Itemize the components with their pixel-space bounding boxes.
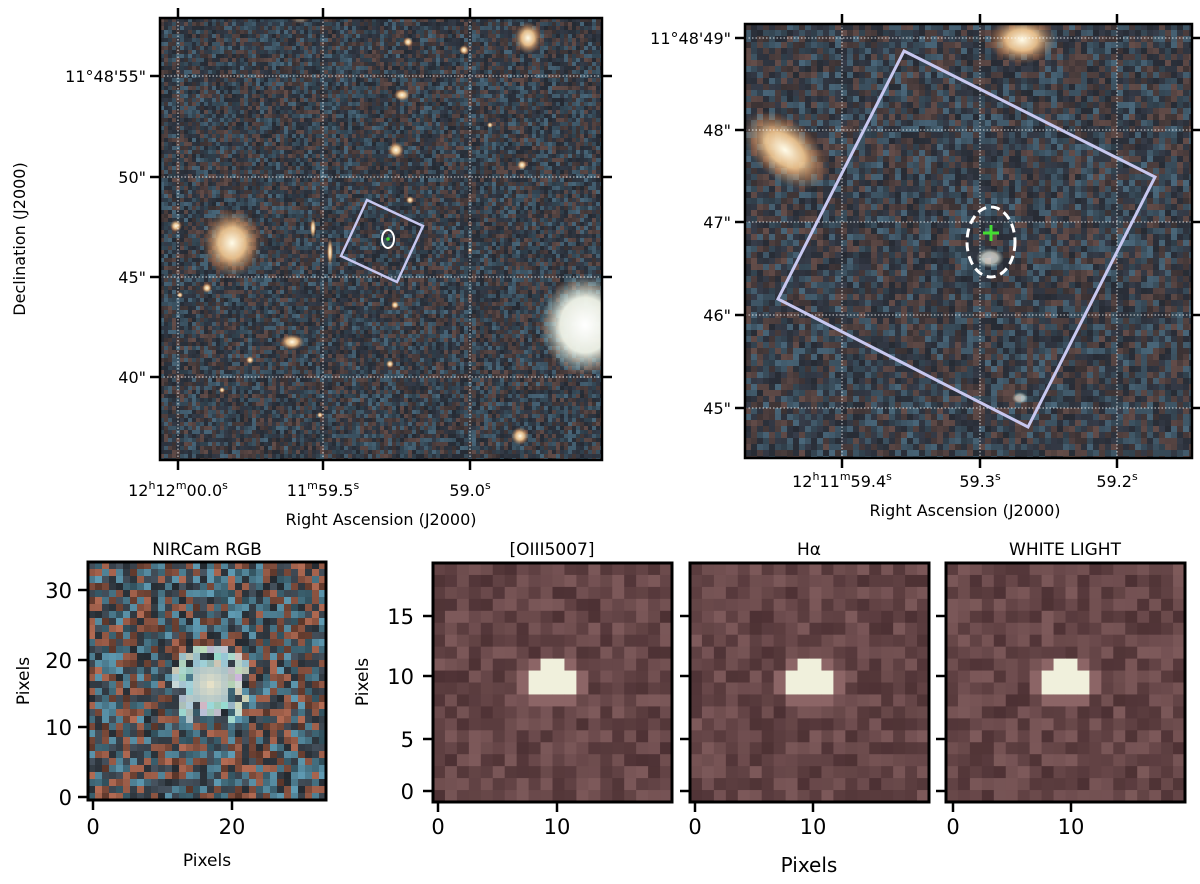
shared-xlabel: Pixels [781, 853, 838, 877]
oiii-map [433, 563, 673, 803]
panel-b-ytick: 47" [703, 213, 731, 232]
galaxy [459, 45, 469, 55]
halpha-map [690, 563, 930, 803]
oiii-title: [OIII5007] [510, 540, 595, 560]
galaxy [317, 412, 323, 418]
panel-a-xlabel: Right Ascension (J2000) [286, 510, 477, 529]
panel-a-ylabel: Declination (J2000) [10, 162, 29, 315]
galaxy [403, 37, 413, 47]
white-light-xtick: 0 [946, 815, 959, 839]
nircam-rgb-cutout [88, 562, 327, 801]
galaxy [517, 160, 527, 170]
panel-a-ytick: 40" [118, 368, 146, 387]
oiii-ytick: 15 [387, 605, 414, 629]
nircam-ytick: 20 [45, 649, 72, 673]
galaxy [511, 427, 529, 445]
source-marker [386, 237, 390, 241]
nircam-ylabel: Pixels [14, 657, 34, 705]
white-light-xtick: 10 [1058, 815, 1085, 839]
panel-a-xtick: 11m59.5s [287, 479, 360, 500]
nircam-ytick: 30 [45, 579, 72, 603]
white-light-title: WHITE LIGHT [1009, 540, 1122, 560]
panel-b-ytick: 46" [703, 306, 731, 325]
nircam-xtick: 0 [86, 815, 99, 839]
oiii-xtick: 10 [544, 815, 571, 839]
galaxy [202, 209, 262, 277]
galaxy [202, 283, 212, 293]
oiii-ylabel: Pixels [353, 658, 373, 706]
galaxy [514, 22, 542, 54]
nircam-ytick: 0 [59, 786, 72, 810]
panel-a-ytick: 45" [118, 268, 146, 287]
galaxy [487, 122, 493, 128]
white-light-map [946, 563, 1186, 803]
panel-a-image [160, 0, 630, 462]
panel-a-xtick: 12h12m00.0s [128, 479, 228, 500]
panel-a-ytick: 11°48'55" [65, 67, 146, 86]
galaxy [386, 360, 394, 368]
panel-b-xtick: 59.2s [1096, 470, 1138, 491]
panel-b-ytick: 11°48'49" [650, 29, 731, 48]
panel-b-xtick: 12h11m59.4s [792, 470, 892, 491]
galaxy [388, 142, 404, 158]
panel-b-ytick: 48" [703, 121, 731, 140]
galaxy [406, 196, 414, 204]
panel-b-xlabel: Right Ascension (J2000) [870, 501, 1061, 520]
galaxy [310, 218, 316, 238]
galaxy [327, 238, 333, 266]
panel-b-image [727, 16, 1195, 462]
panel-a-xtick: 59.0s [449, 479, 491, 500]
galaxy [170, 220, 182, 232]
galaxy [391, 301, 399, 309]
galaxy [394, 89, 410, 101]
halpha-title: Hα [797, 540, 821, 560]
galaxy [280, 334, 304, 350]
oiii-ytick: 0 [401, 780, 414, 804]
galaxy [246, 356, 254, 364]
oiii-ytick: 5 [401, 728, 414, 752]
nircam-xtick: 20 [219, 815, 246, 839]
panel-a-ytick: 50" [118, 168, 146, 187]
panel-b-xtick: 59.3s [959, 470, 1001, 491]
halpha-xtick: 10 [800, 815, 827, 839]
galaxy [219, 387, 225, 393]
galaxy [540, 275, 630, 375]
nircam-xlabel: Pixels [183, 851, 231, 871]
halpha-xtick: 0 [688, 815, 701, 839]
oiii-ytick: 10 [387, 665, 414, 689]
panel-b-ytick: 45" [703, 399, 731, 418]
nircam-ytick: 10 [45, 716, 72, 740]
oiii-xtick: 0 [431, 815, 444, 839]
nircam-title: NIRCam RGB [152, 540, 262, 560]
